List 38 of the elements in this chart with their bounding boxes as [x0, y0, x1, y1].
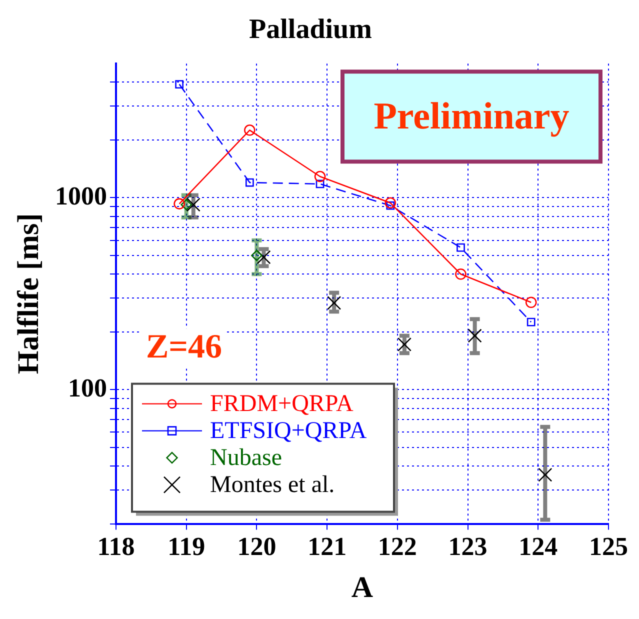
point: [455, 268, 466, 280]
chart-title: Palladium: [249, 14, 372, 46]
point: [525, 296, 537, 308]
y-axis-title: Halflife [ms]: [12, 213, 45, 374]
x-axis-title: A: [351, 570, 374, 604]
point: [397, 337, 412, 352]
x-tick-label: 124: [518, 532, 558, 562]
y-tick-label: 100: [68, 373, 107, 402]
x-tick-label: 125: [589, 532, 628, 562]
legend-label: FRDM+QRPA: [210, 391, 354, 418]
point: [538, 468, 552, 482]
point: [180, 199, 192, 210]
point: [174, 198, 185, 210]
point: [386, 201, 395, 210]
point: [175, 80, 184, 88]
point: [245, 178, 254, 187]
annotation: Preliminary: [374, 95, 570, 138]
legend-label: Nubase: [210, 445, 282, 472]
x-tick-label: 118: [97, 532, 135, 562]
x-tick-label: 123: [448, 532, 488, 562]
point: [244, 124, 256, 136]
x-tick-label: 122: [378, 532, 417, 562]
x-tick-label: 119: [168, 532, 206, 562]
legend-label: Montes et al.: [210, 472, 335, 498]
x-tick-label: 120: [237, 532, 276, 562]
x-tick-label: 121: [308, 532, 347, 562]
point: [186, 198, 200, 212]
point: [327, 296, 342, 310]
point: [468, 328, 482, 343]
point: [316, 180, 324, 188]
point: [314, 170, 326, 182]
point: [456, 243, 465, 252]
point: [526, 318, 536, 326]
y-tick-label: 1000: [55, 181, 107, 210]
point: [251, 250, 262, 262]
point: [384, 197, 396, 209]
annotation: Z=46: [146, 328, 222, 366]
legend-label: ETFSIQ+QRPA: [210, 418, 368, 444]
